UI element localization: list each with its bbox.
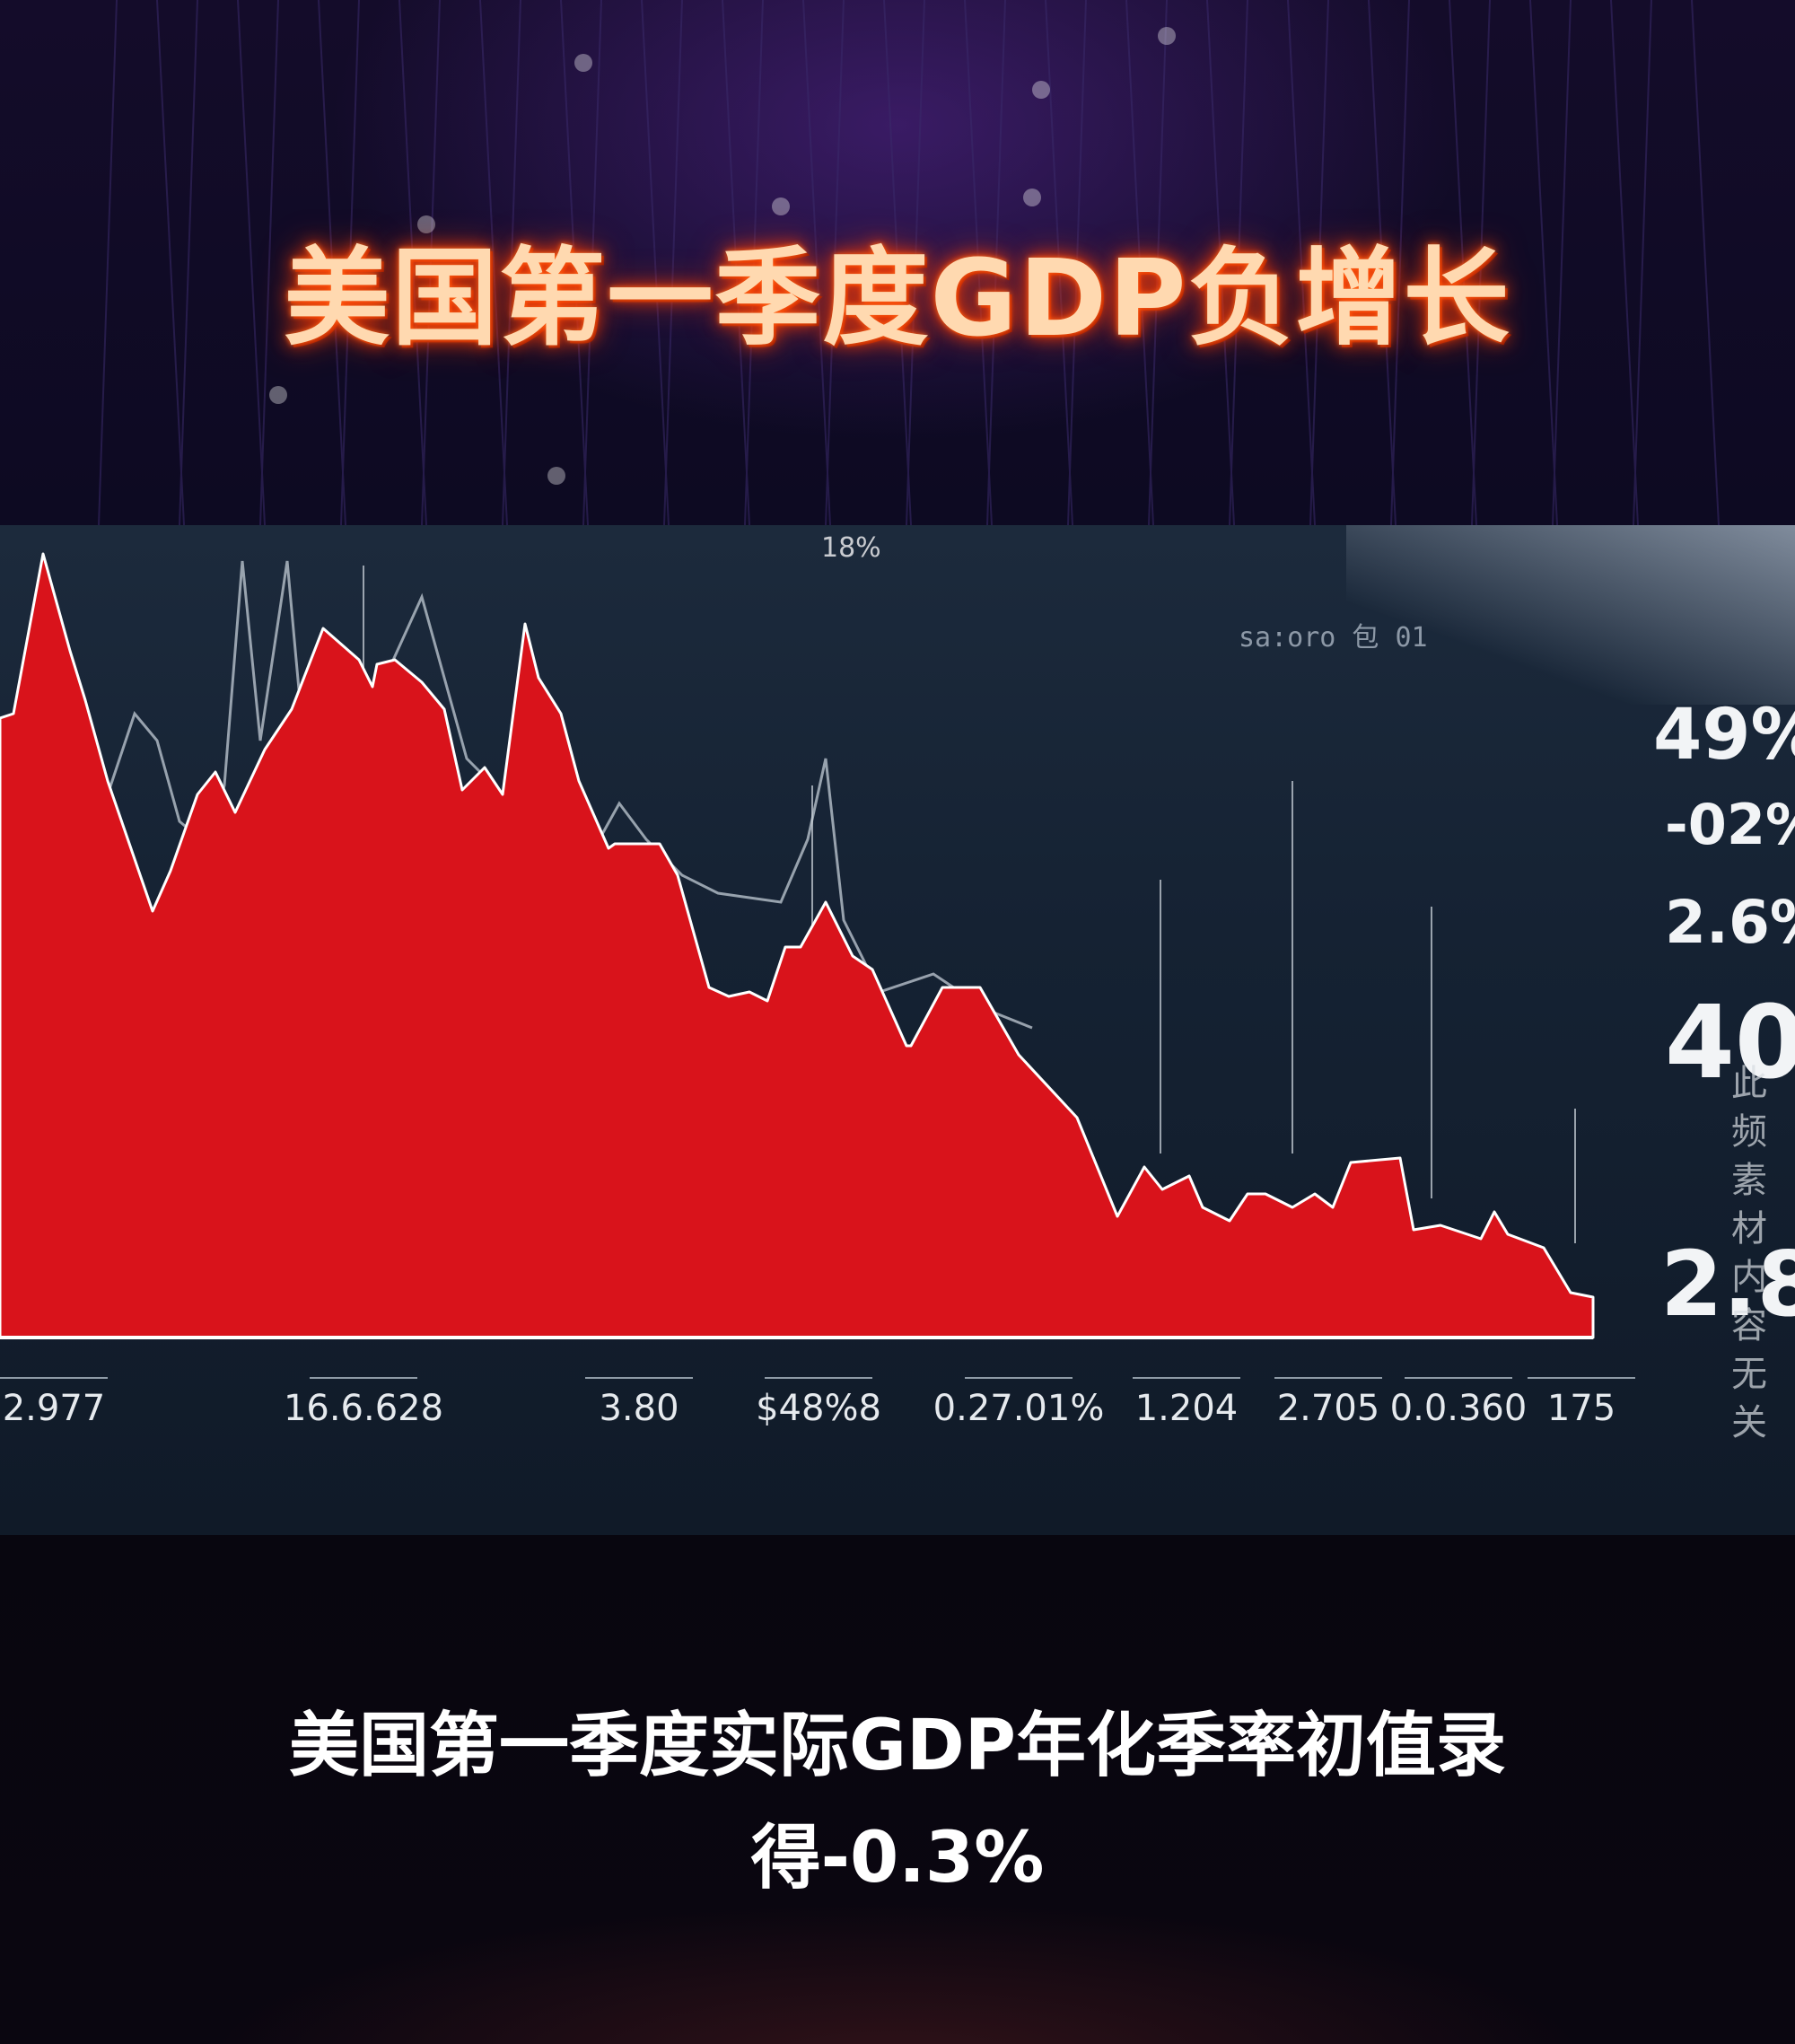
x-axis: 2.977 16.6.628 3.80 $48%8 0.27.01% 1.204 2.705…	[0, 1377, 1635, 1429]
floor-glow	[0, 1795, 1795, 2044]
light-sparkle	[574, 54, 592, 72]
upper-text: sa:oro 包 01	[1239, 622, 1428, 654]
stage-streak	[825, 0, 845, 525]
stage-streak	[179, 0, 198, 525]
headline-title: 美国第一季度GDP负增长	[284, 236, 1511, 360]
market-chart: 18% sa:oro 包 01 2.977 16.6.628 3.80 $48%8 0.…	[0, 532, 1795, 1452]
side-vertical-text: 此频素材内容无关	[1725, 1064, 1766, 1452]
stage-streak	[237, 0, 266, 525]
x-tick-label: 0.27.01%	[933, 1388, 1105, 1429]
light-sparkle	[547, 467, 565, 485]
stage-streak	[560, 0, 589, 525]
stage-streak	[156, 0, 185, 525]
stage-streak	[1449, 0, 1477, 525]
stage-streak	[421, 0, 441, 525]
stage-streak	[398, 0, 427, 525]
stage-light-streaks	[98, 0, 1720, 525]
stage-streak	[1148, 0, 1168, 525]
stage-streak	[318, 0, 346, 525]
stage-streak	[98, 0, 118, 525]
stage-streak	[1610, 0, 1639, 525]
stage-streak	[1287, 0, 1316, 525]
stage-streak	[1045, 0, 1073, 525]
stage-streak	[883, 0, 912, 525]
light-sparkle	[772, 197, 790, 215]
stage-streak	[479, 0, 508, 525]
top-label: 18%	[821, 532, 881, 564]
side-values: 49% -02% 2.6% 40% 2.8.5	[1653, 695, 1795, 1337]
caption-line-2: 得-0.3%	[750, 1818, 1045, 1899]
x-tick-label: 0.0.360	[1390, 1388, 1528, 1429]
x-tick-label: 175	[1547, 1388, 1616, 1429]
light-sparkle	[269, 386, 287, 404]
stage-streak	[259, 0, 279, 525]
x-tick-label: 2.705	[1277, 1388, 1380, 1429]
light-sparkle	[1032, 81, 1050, 99]
light-sparkle	[417, 215, 435, 233]
screen-glare	[1346, 525, 1795, 705]
stage-streak	[1633, 0, 1652, 525]
stage-streak	[802, 0, 831, 525]
stage-streak	[502, 0, 521, 525]
stage-streak	[641, 0, 670, 525]
stage-streak	[986, 0, 1006, 525]
caption-line-1: 美国第一季度实际GDP年化季率初值录	[289, 1706, 1506, 1786]
stage-streak	[582, 0, 602, 525]
stage-streak	[1067, 0, 1087, 525]
light-sparkle	[1023, 189, 1041, 206]
stage-streak	[1206, 0, 1235, 525]
stage-streak	[1471, 0, 1491, 525]
side-value-4: 40%	[1665, 985, 1795, 1101]
x-tick-label: 2.977	[3, 1388, 106, 1429]
stage-streak	[340, 0, 360, 525]
stage-streak	[1529, 0, 1558, 525]
stage-streak	[744, 0, 764, 525]
x-tick-label: 16.6.628	[284, 1388, 443, 1429]
stage-streak	[906, 0, 925, 525]
stage-streak	[722, 0, 750, 525]
side-value-5: 2.8.5	[1660, 1232, 1795, 1337]
side-value-1: 49%	[1653, 695, 1795, 776]
stage-streak	[1309, 0, 1329, 525]
stage-streak	[1691, 0, 1720, 525]
stage-streak	[964, 0, 993, 525]
x-tick-label: 3.80	[599, 1388, 679, 1429]
light-sparkle	[1158, 27, 1176, 45]
stage-streak	[1552, 0, 1572, 525]
x-tick-label: 1.204	[1135, 1388, 1239, 1429]
market-screen: 18% sa:oro 包 01 2.977 16.6.628 3.80 $48%8 0.…	[0, 525, 1795, 1535]
x-tick-label: $48%8	[756, 1388, 881, 1429]
stage-streak	[663, 0, 683, 525]
stage-streak	[1368, 0, 1397, 525]
stage-streak	[1229, 0, 1248, 525]
stage-streak	[1125, 0, 1154, 525]
stage-streak	[1390, 0, 1410, 525]
side-value-2: -02%	[1665, 792, 1795, 857]
side-value-3: 2.6%	[1665, 888, 1795, 957]
red-area-chart	[0, 552, 1595, 1339]
